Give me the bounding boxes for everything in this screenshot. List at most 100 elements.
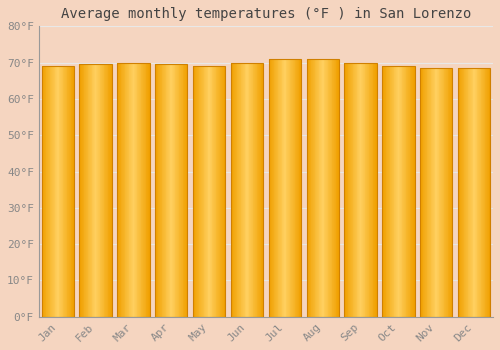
Bar bbox=[105, 64, 106, 317]
Bar bbox=[82, 64, 84, 317]
Bar bbox=[156, 64, 157, 317]
Bar bbox=[134, 63, 135, 317]
Bar bbox=[211, 66, 212, 317]
Bar bbox=[180, 64, 181, 317]
Bar bbox=[479, 68, 480, 317]
Bar bbox=[338, 59, 339, 317]
Bar bbox=[482, 68, 483, 317]
Bar bbox=[363, 63, 364, 317]
Bar bbox=[182, 64, 184, 317]
Bar bbox=[174, 64, 176, 317]
Bar bbox=[472, 68, 474, 317]
Bar bbox=[391, 66, 392, 317]
Bar bbox=[269, 59, 270, 317]
Bar bbox=[441, 68, 442, 317]
Bar bbox=[222, 66, 223, 317]
Bar bbox=[386, 66, 387, 317]
Bar bbox=[176, 64, 177, 317]
Bar bbox=[324, 59, 325, 317]
Bar bbox=[96, 64, 97, 317]
Bar bbox=[172, 64, 173, 317]
Bar bbox=[111, 64, 112, 317]
Bar bbox=[306, 59, 339, 317]
Bar bbox=[169, 64, 170, 317]
Bar bbox=[406, 66, 408, 317]
Bar bbox=[400, 66, 401, 317]
Bar bbox=[97, 64, 98, 317]
Bar bbox=[155, 64, 156, 317]
Bar bbox=[48, 66, 49, 317]
Bar bbox=[289, 59, 290, 317]
Bar bbox=[280, 59, 281, 317]
Bar bbox=[450, 68, 451, 317]
Bar bbox=[348, 63, 350, 317]
Bar bbox=[488, 68, 490, 317]
Bar bbox=[52, 66, 53, 317]
Bar bbox=[282, 59, 283, 317]
Bar bbox=[107, 64, 108, 317]
Bar bbox=[159, 64, 160, 317]
Bar bbox=[332, 59, 333, 317]
Bar bbox=[178, 64, 180, 317]
Bar bbox=[451, 68, 452, 317]
Bar bbox=[474, 68, 475, 317]
Bar bbox=[351, 63, 352, 317]
Bar bbox=[136, 63, 138, 317]
Bar bbox=[91, 64, 92, 317]
Bar bbox=[356, 63, 358, 317]
Bar bbox=[94, 64, 95, 317]
Bar bbox=[219, 66, 220, 317]
Bar bbox=[252, 63, 254, 317]
Bar bbox=[408, 66, 409, 317]
Bar bbox=[320, 59, 321, 317]
Bar bbox=[273, 59, 274, 317]
Bar bbox=[468, 68, 469, 317]
Bar bbox=[292, 59, 293, 317]
Bar bbox=[246, 63, 247, 317]
Bar bbox=[390, 66, 391, 317]
Bar bbox=[487, 68, 488, 317]
Bar bbox=[297, 59, 298, 317]
Bar bbox=[66, 66, 68, 317]
Bar bbox=[162, 64, 164, 317]
Bar bbox=[285, 59, 286, 317]
Bar bbox=[483, 68, 484, 317]
Bar bbox=[486, 68, 487, 317]
Bar bbox=[208, 66, 209, 317]
Bar bbox=[314, 59, 316, 317]
Bar bbox=[446, 68, 448, 317]
Bar bbox=[428, 68, 429, 317]
Bar bbox=[336, 59, 337, 317]
Bar bbox=[335, 59, 336, 317]
Bar bbox=[274, 59, 275, 317]
Bar bbox=[164, 64, 165, 317]
Bar bbox=[426, 68, 428, 317]
Bar bbox=[317, 59, 318, 317]
Bar bbox=[393, 66, 394, 317]
Bar bbox=[294, 59, 296, 317]
Bar bbox=[256, 63, 258, 317]
Bar bbox=[221, 66, 222, 317]
Bar bbox=[359, 63, 360, 317]
Bar bbox=[328, 59, 329, 317]
Bar bbox=[283, 59, 284, 317]
Bar bbox=[132, 63, 134, 317]
Bar bbox=[50, 66, 51, 317]
Bar bbox=[242, 63, 243, 317]
Bar bbox=[375, 63, 376, 317]
Bar bbox=[422, 68, 424, 317]
Bar bbox=[394, 66, 395, 317]
Bar bbox=[272, 59, 273, 317]
Bar bbox=[467, 68, 468, 317]
Bar bbox=[383, 66, 384, 317]
Bar bbox=[232, 63, 234, 317]
Bar bbox=[120, 63, 122, 317]
Bar bbox=[165, 64, 166, 317]
Bar bbox=[270, 59, 271, 317]
Bar bbox=[56, 66, 57, 317]
Bar bbox=[350, 63, 351, 317]
Bar bbox=[118, 63, 119, 317]
Bar bbox=[346, 63, 347, 317]
Bar bbox=[430, 68, 432, 317]
Bar bbox=[90, 64, 91, 317]
